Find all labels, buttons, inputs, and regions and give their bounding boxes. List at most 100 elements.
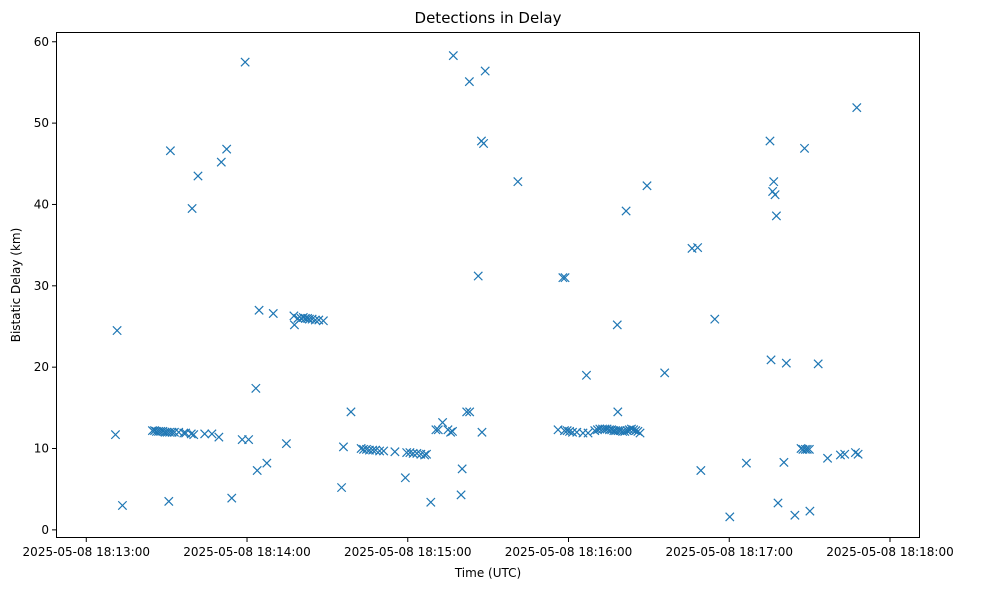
detection-point: [336, 482, 347, 493]
detection-point: [790, 510, 800, 520]
detection-point: [781, 358, 791, 368]
detection-point: [560, 273, 570, 283]
detection-point: [227, 493, 237, 503]
detection-point: [437, 417, 448, 428]
x-axis: 2025-05-08 18:13:00 2025-05-08 18:14:00 20…: [23, 538, 954, 559]
detection-point: [431, 425, 441, 435]
detection-point: [289, 311, 299, 321]
detection-point: [480, 66, 490, 76]
x-tick-label: 2025-05-08 18:17:00: [666, 545, 793, 559]
x-tick-label: 2025-05-08 18:16:00: [505, 545, 632, 559]
detection-point: [433, 425, 443, 435]
detection-point: [852, 103, 862, 113]
y-tick-label: 0: [41, 523, 49, 537]
x-axis-label: Time (UTC): [454, 566, 521, 580]
detection-point: [813, 359, 823, 369]
y-tick-label: 30: [34, 279, 49, 293]
detection-point: [187, 203, 197, 214]
detection-point: [850, 447, 861, 458]
detection-point: [771, 211, 782, 221]
detection-point: [164, 496, 174, 507]
detection-point: [117, 500, 128, 511]
detection-point: [800, 444, 810, 454]
y-tick-label: 40: [34, 197, 49, 211]
detection-point: [710, 314, 720, 324]
detection-point: [741, 458, 752, 468]
detection-point: [770, 190, 780, 200]
detection-point: [281, 439, 292, 449]
data-markers: [110, 50, 863, 522]
y-tick-label: 60: [34, 35, 49, 49]
detection-point: [165, 146, 176, 156]
detection-point: [583, 428, 593, 438]
detection-point: [420, 450, 430, 460]
detection-point: [465, 407, 475, 417]
detection-point: [779, 457, 789, 467]
detection-point: [765, 136, 775, 146]
x-tick-label: 2025-05-08 18:14:00: [183, 545, 310, 559]
detection-point: [169, 427, 180, 437]
x-tick-label: 2025-05-08 18:13:00: [23, 545, 150, 559]
y-tick-label: 20: [34, 360, 49, 374]
detection-point: [635, 428, 645, 438]
detection-point: [186, 429, 196, 439]
detection-point: [693, 242, 703, 253]
detection-point: [562, 425, 572, 436]
detection-point: [805, 506, 815, 516]
detection-point: [254, 305, 264, 315]
detection-point: [216, 157, 226, 167]
detection-point: [426, 497, 436, 507]
detection-point: [447, 426, 458, 437]
x-tick-label: 2025-05-08 18:18:00: [826, 545, 953, 559]
chart-title: Detections in Delay: [415, 9, 562, 27]
detection-point: [214, 432, 224, 442]
y-tick-label: 10: [34, 442, 49, 456]
detection-point: [262, 458, 272, 468]
detection-point: [338, 442, 349, 452]
detection-point: [448, 50, 458, 61]
detection-point: [660, 368, 670, 378]
detection-point: [318, 316, 328, 326]
detection-point: [375, 446, 385, 456]
detection-point: [200, 429, 210, 439]
detection-point: [189, 430, 199, 440]
detection-point: [179, 428, 189, 438]
detection-point: [631, 425, 641, 436]
detection-point: [456, 490, 466, 500]
detection-point: [590, 425, 600, 436]
y-axis: 0 10 20 30 40 50 60: [34, 35, 56, 537]
detection-point: [581, 370, 592, 380]
detection-point: [167, 427, 177, 437]
detection-point: [457, 464, 467, 474]
y-axis-label: Bistatic Delay (km): [9, 228, 23, 343]
detection-point: [160, 427, 170, 437]
detection-point: [567, 427, 578, 437]
detection-point: [473, 271, 483, 281]
plot-area: [56, 32, 920, 538]
detection-point: [251, 383, 261, 393]
detection-point: [252, 465, 262, 476]
detection-point: [478, 138, 489, 149]
detection-point: [613, 407, 623, 417]
detection-point: [110, 430, 121, 440]
detection-point: [222, 144, 232, 154]
detection-point: [421, 449, 432, 459]
detection-point: [462, 407, 472, 417]
detection-point: [769, 177, 779, 187]
detection-point: [612, 320, 622, 330]
detection-point: [696, 465, 706, 476]
detection-point: [558, 273, 568, 283]
y-tick-label: 50: [34, 116, 49, 130]
detection-point: [766, 355, 776, 365]
x-tick-label: 2025-05-08 18:15:00: [344, 545, 471, 559]
detection-point: [240, 57, 250, 67]
detection-point: [464, 76, 475, 87]
detection-point: [408, 448, 418, 459]
detection-point: [853, 449, 863, 459]
detection-point: [310, 315, 320, 325]
detection-point: [822, 453, 833, 463]
detection-point: [513, 177, 523, 187]
detection-point: [400, 473, 410, 483]
detection-point: [244, 434, 254, 445]
